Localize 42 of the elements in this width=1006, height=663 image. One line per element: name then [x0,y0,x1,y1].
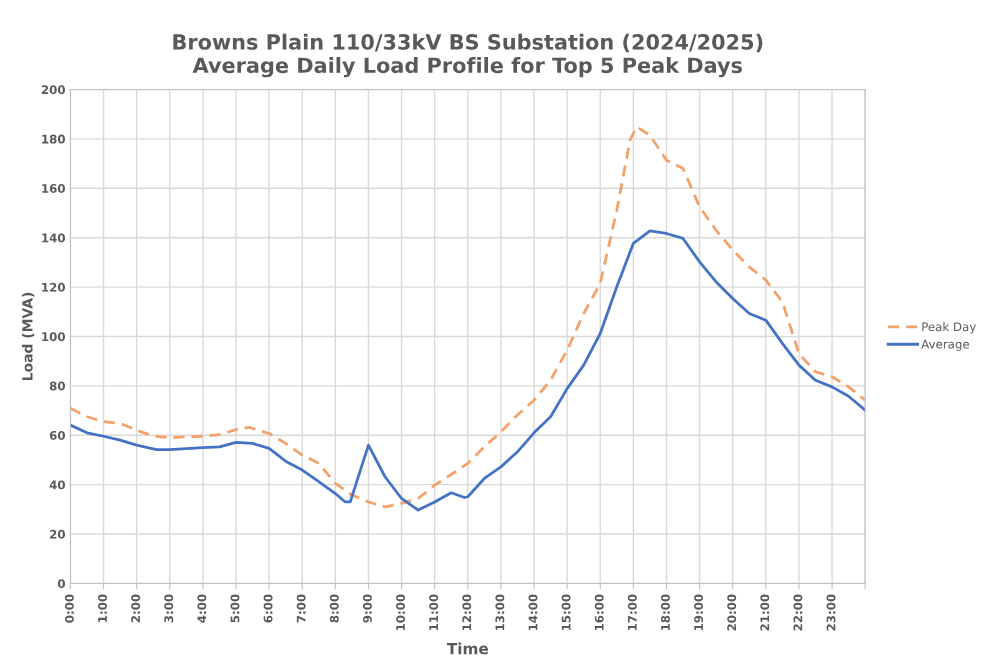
x-tick-label: 1:00 [98,594,107,622]
x-tick-label: 9:00 [362,594,372,623]
y-tick-label: 160 [42,184,65,193]
x-tick-label: 20:00 [727,594,737,631]
x-tick-label: 16:00 [594,594,604,631]
y-tick-label: 100 [42,332,65,342]
line-series [70,229,866,512]
x-tick-label: 3:00 [164,594,174,623]
x-tick-label: 13:00 [495,594,505,631]
y-tick-label: 40 [49,480,65,490]
legend-label: Average [921,339,970,351]
x-tick-label: 23:00 [826,594,836,631]
x-tick-label: 18:00 [660,594,670,631]
x-tick-label: 5:00 [230,594,240,623]
y-tick-label: 200 [41,85,65,95]
x-tick-label: 2:00 [131,594,141,623]
x-tick-label: 7:00 [296,594,306,623]
x-tick-label: 15:00 [561,594,571,631]
x-tick-label: 17:00 [627,594,637,631]
y-tick-label: 20 [50,529,65,539]
y-axis-title: Load (MVA) [21,292,35,381]
chart-title: Browns Plain 110/33kV BS Substation (2024/2025) Average Daily Load Profile for Top 5 Peak Days [173,33,763,78]
x-tick-label: 22:00 [793,594,803,631]
line-series [70,125,866,509]
y-tick-label: 120 [42,282,65,292]
legend-label: Peak Day [922,322,976,334]
x-tick-label: 19:00 [694,594,704,631]
y-tick-label: 140 [42,233,65,243]
x-tick-label: 12:00 [462,594,472,631]
y-tick-label: 180 [42,134,65,144]
x-tick-label: 21:00 [760,594,770,631]
x-axis-title: Time [446,642,489,655]
y-tick-label: 0 [57,579,65,589]
y-tick-label: 60 [49,430,65,440]
x-tick-label: 11:00 [429,594,439,631]
x-tick-label: 4:00 [197,594,207,623]
x-tick-label: 8:00 [329,594,339,623]
x-tick-label: 0:00 [64,594,74,623]
y-tick-label: 80 [49,381,65,391]
x-tick-label: 10:00 [396,594,405,631]
x-tick-label: 6:00 [263,594,273,623]
x-tick-label: 14:00 [528,594,538,631]
